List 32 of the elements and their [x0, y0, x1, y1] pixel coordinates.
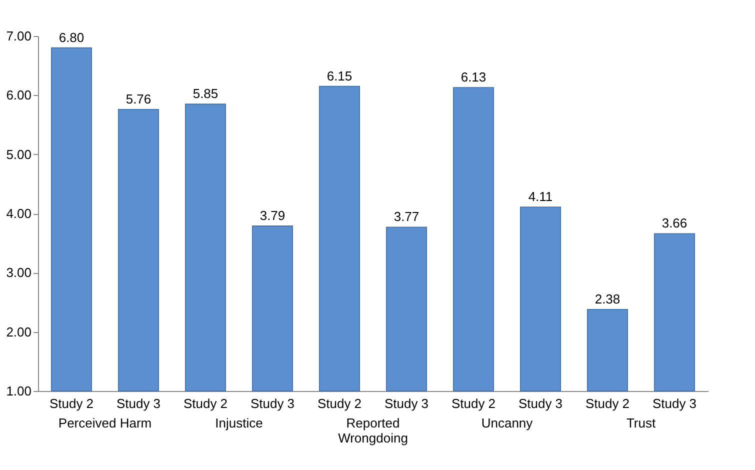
- data-label: 5.76: [126, 91, 152, 106]
- text: Study 2: [451, 396, 496, 411]
- y-tick-label: 7.00: [6, 28, 32, 44]
- text: Study 3: [250, 396, 295, 411]
- data-label: 2.38: [594, 291, 620, 306]
- data-label: 6.13: [460, 69, 486, 84]
- x-tick-label: Reported Wrongdoing: [338, 416, 408, 446]
- text: Study 3: [384, 396, 429, 411]
- y-tick-label: 1.00: [6, 384, 32, 398]
- data-label: 5.85: [192, 86, 218, 102]
- data-label: 6.80: [58, 30, 84, 45]
- data-label: 3.79: [260, 208, 286, 223]
- text: Study 2: [49, 396, 94, 411]
- data-label: 4.11: [528, 188, 553, 204]
- series-label: Study 2: [585, 396, 630, 411]
- x-tick-label: Injustice: [215, 416, 263, 430]
- data-label: 3.77: [394, 209, 420, 224]
- x-tick-label: Perceived Harm: [58, 416, 152, 430]
- text: Study 2: [183, 396, 228, 411]
- y-tick-label: 5.00: [6, 146, 32, 162]
- text: Study 3: [116, 396, 161, 411]
- text: Study 2: [317, 396, 362, 411]
- x-tick-label: Uncanny: [481, 416, 534, 430]
- data-label: 3.66: [662, 216, 688, 231]
- series-label: Study 3: [518, 396, 563, 411]
- y-tick-label: 3.00: [6, 265, 32, 280]
- y-tick-label: 4.00: [6, 206, 32, 221]
- text: Study 3: [652, 396, 697, 411]
- y-tick-label: 2.00: [6, 324, 32, 340]
- y-tick-label: 6.00: [6, 88, 32, 103]
- data-label: 6.15: [326, 68, 352, 84]
- x-tick-label: Trust: [626, 416, 656, 430]
